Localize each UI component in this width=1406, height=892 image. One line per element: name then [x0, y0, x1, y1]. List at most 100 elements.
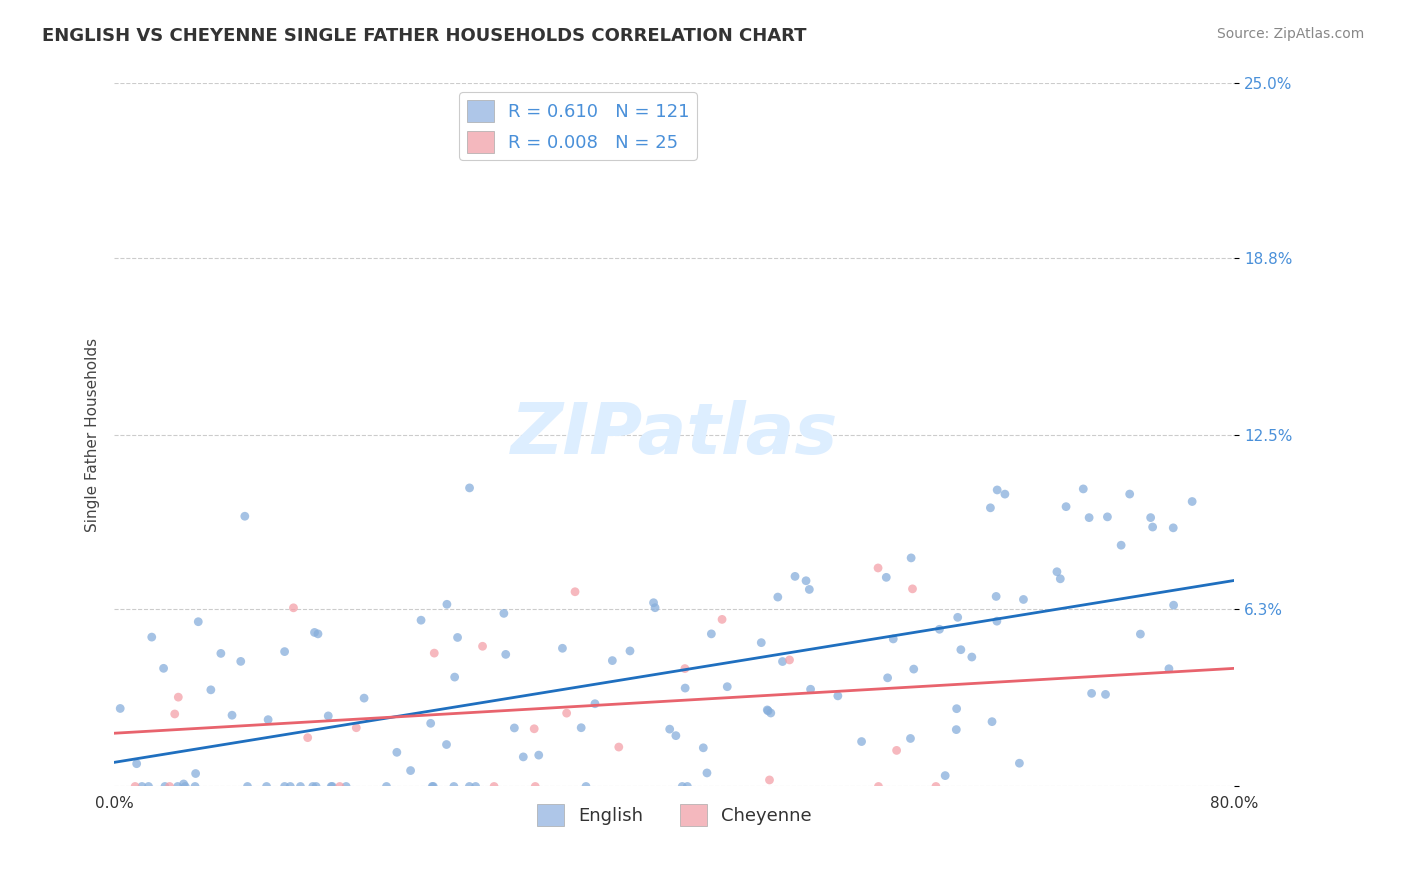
- Point: [110, 701, 132, 715]
- Point: [273, 644, 295, 658]
- Point: [1161, 521, 1184, 535]
- Point: [994, 487, 1017, 501]
- Point: [569, 721, 592, 735]
- Point: [756, 703, 779, 717]
- Point: [756, 704, 779, 718]
- Point: [273, 780, 295, 794]
- Point: [960, 650, 983, 665]
- Point: [1097, 509, 1119, 524]
- Point: [986, 483, 1008, 497]
- Point: [1163, 598, 1185, 612]
- Point: [583, 697, 606, 711]
- Point: [759, 706, 782, 720]
- Point: [981, 714, 1004, 729]
- Point: [868, 561, 890, 575]
- Point: [503, 721, 526, 735]
- Point: [1157, 662, 1180, 676]
- Point: [928, 622, 950, 636]
- Point: [1046, 565, 1069, 579]
- Point: [409, 613, 432, 627]
- Point: [979, 500, 1001, 515]
- Point: [1012, 592, 1035, 607]
- Point: [512, 750, 534, 764]
- Point: [316, 709, 339, 723]
- Point: [443, 780, 465, 794]
- Point: [184, 780, 207, 794]
- Point: [644, 600, 666, 615]
- Point: [934, 769, 956, 783]
- Point: [278, 780, 301, 794]
- Point: [385, 745, 408, 759]
- Point: [283, 600, 305, 615]
- Point: [464, 780, 486, 794]
- Point: [696, 766, 718, 780]
- Point: [422, 780, 444, 794]
- Point: [125, 756, 148, 771]
- Point: [886, 743, 908, 757]
- Point: [749, 635, 772, 649]
- Point: [221, 708, 243, 723]
- Point: [1142, 520, 1164, 534]
- Point: [665, 729, 688, 743]
- Text: ZIPatlas: ZIPatlas: [510, 401, 838, 469]
- Point: [551, 641, 574, 656]
- Point: [766, 590, 789, 604]
- Point: [200, 682, 222, 697]
- Point: [700, 627, 723, 641]
- Point: [524, 780, 547, 794]
- Point: [900, 550, 922, 565]
- Point: [882, 632, 904, 646]
- Point: [711, 612, 734, 626]
- Point: [673, 662, 696, 676]
- Point: [619, 644, 641, 658]
- Point: [643, 596, 665, 610]
- Point: [307, 627, 329, 641]
- Point: [321, 780, 343, 794]
- Point: [159, 780, 181, 794]
- Point: [492, 607, 515, 621]
- Point: [692, 740, 714, 755]
- Point: [458, 780, 481, 794]
- Point: [523, 722, 546, 736]
- Point: [949, 642, 972, 657]
- Point: [1080, 686, 1102, 700]
- Point: [420, 780, 443, 794]
- Legend: English, Cheyenne: English, Cheyenne: [530, 797, 818, 834]
- Point: [141, 630, 163, 644]
- Point: [903, 662, 925, 676]
- Point: [131, 780, 153, 794]
- Point: [423, 646, 446, 660]
- Point: [436, 738, 458, 752]
- Point: [321, 780, 343, 794]
- Point: [353, 691, 375, 706]
- Point: [875, 570, 897, 584]
- Point: [305, 780, 328, 794]
- Point: [1008, 756, 1031, 771]
- Point: [124, 780, 146, 794]
- Text: Source: ZipAtlas.com: Source: ZipAtlas.com: [1216, 27, 1364, 41]
- Point: [945, 723, 967, 737]
- Point: [783, 569, 806, 583]
- Point: [676, 780, 699, 794]
- Point: [209, 647, 232, 661]
- Point: [301, 780, 323, 794]
- Point: [527, 748, 550, 763]
- Point: [1139, 510, 1161, 524]
- Point: [138, 780, 160, 794]
- Point: [335, 780, 357, 794]
- Point: [658, 722, 681, 736]
- Point: [555, 706, 578, 720]
- Point: [1109, 538, 1132, 552]
- Point: [671, 780, 693, 794]
- Point: [167, 690, 190, 705]
- Point: [174, 780, 197, 794]
- Point: [257, 713, 280, 727]
- Point: [344, 721, 367, 735]
- Point: [794, 574, 817, 588]
- Point: [758, 772, 780, 787]
- Point: [399, 764, 422, 778]
- Point: [716, 680, 738, 694]
- Point: [229, 654, 252, 668]
- Point: [153, 780, 176, 794]
- Point: [946, 610, 969, 624]
